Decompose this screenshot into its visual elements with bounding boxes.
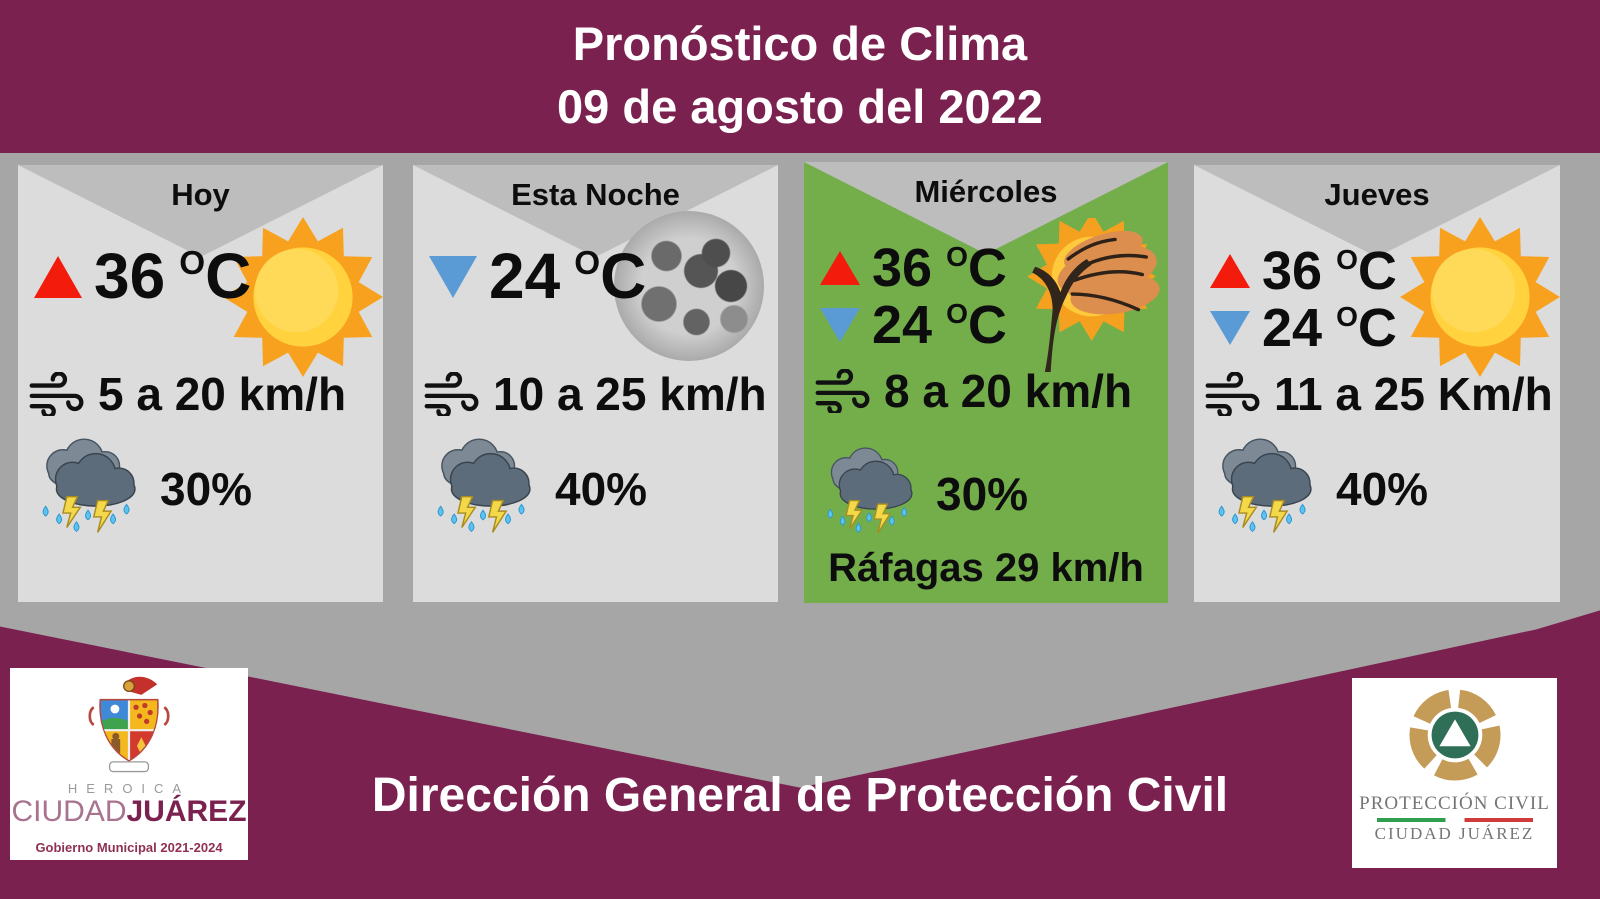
day-label: Jueves (1324, 177, 1430, 212)
wind-row: 11 a 25 Km/h (1204, 367, 1553, 421)
rain-row: 40% (425, 437, 647, 541)
footer-title: Dirección General de Protección Civil (371, 769, 1229, 822)
rain-row: 30% (30, 437, 252, 541)
wind-icon (424, 372, 479, 416)
storm-cloud-icon (827, 447, 913, 534)
ciudad-juarez-logo: HEROICA CIUDADJUÁREZ Gobierno Municipal … (10, 668, 248, 860)
header-banner: Pronóstico de Clima 09 de agosto del 202… (0, 0, 1600, 153)
wind-row: 10 a 25 km/h (423, 367, 767, 421)
heroica-label: HEROICA (67, 781, 191, 796)
wind-icon (815, 369, 870, 413)
day-label: Hoy (171, 177, 230, 212)
wind-row: 8 a 20 km/h (814, 364, 1132, 418)
windy-tree-sun-icon (1027, 218, 1160, 373)
gusts-label: Ráfagas 29 km/h (828, 546, 1144, 590)
temp-up-icon (34, 255, 82, 298)
full-moon-icon (614, 211, 764, 361)
min-temp-value: 24 (489, 240, 561, 312)
precip-probability: 40% (555, 463, 648, 515)
precip-probability: 30% (936, 467, 1029, 520)
coat-of-arms-icon (88, 676, 170, 773)
temp-down-icon (1210, 311, 1250, 346)
wind-speed: 8 a 20 km/h (884, 365, 1133, 417)
page-title: Pronóstico de Clima (572, 17, 1028, 70)
rain-row: 30% (816, 446, 1028, 541)
precip-probability: 30% (160, 463, 253, 515)
wind-speed: 11 a 25 Km/h (1274, 368, 1553, 420)
proteccion-civil-emblem-icon (1409, 689, 1500, 781)
day-label: Esta Noche (511, 177, 680, 212)
max-temp-value: 36 (1262, 241, 1323, 301)
ciudad-juarez-label: CIUDAD JUÁREZ (1374, 824, 1535, 843)
wind-speed: 10 a 25 km/h (493, 368, 767, 420)
wind-icon (1205, 372, 1260, 416)
min-temp-value: 24 (872, 294, 933, 355)
storm-cloud-icon (1218, 438, 1312, 533)
tricolor-divider (1376, 818, 1533, 822)
wind-icon (29, 372, 84, 416)
forecast-date: 09 de agosto del 2022 (557, 80, 1043, 133)
max-temp-value: 36 (94, 240, 166, 312)
ciudad-juarez-wordmark: CIUDADJUÁREZ (11, 795, 247, 828)
day-label: Miércoles (914, 174, 1058, 209)
temp-up-icon (820, 251, 860, 286)
wind-row: 5 a 20 km/h (28, 367, 346, 421)
temp-up-icon (1210, 254, 1250, 289)
gobierno-municipal-label: Gobierno Municipal 2021-2024 (35, 840, 223, 855)
storm-cloud-icon (42, 438, 136, 533)
max-temp-value: 36 (872, 238, 933, 298)
rain-row: 40% (1206, 437, 1428, 541)
temp-down-icon (429, 255, 477, 298)
wind-speed: 5 a 20 km/h (98, 368, 347, 420)
sun-icon (223, 217, 383, 377)
storm-cloud-icon (437, 438, 531, 533)
min-temp-value: 24 (1262, 297, 1323, 358)
proteccion-civil-label: PROTECCIÓN CIVIL (1359, 793, 1550, 814)
temp-down-icon (820, 308, 860, 343)
sun-icon (1400, 217, 1560, 377)
precip-probability: 40% (1336, 463, 1429, 515)
proteccion-civil-logo: PROTECCIÓN CIVIL CIUDAD JUÁREZ (1352, 678, 1557, 868)
